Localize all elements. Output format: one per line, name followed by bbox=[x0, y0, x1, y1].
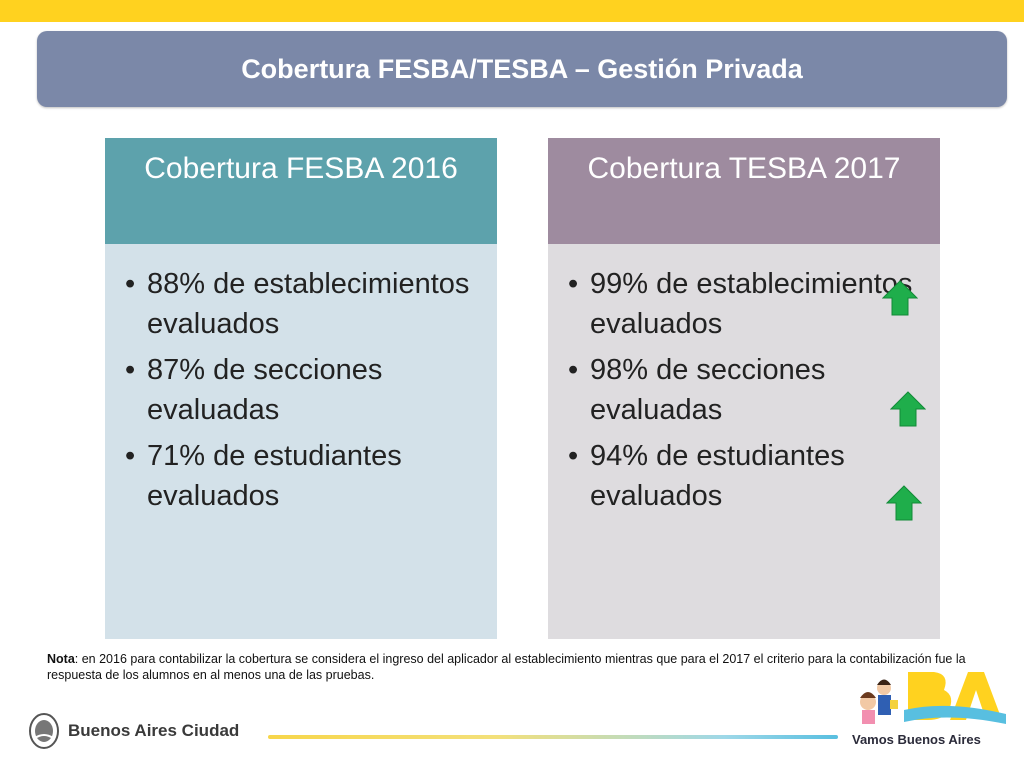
list-item: • 88% de establecimientos evaluados bbox=[125, 264, 475, 344]
list-item: • 94% de estudiantes evaluados bbox=[568, 436, 918, 516]
up-arrow-icon bbox=[882, 280, 918, 316]
city-logo: Buenos Aires Ciudad bbox=[28, 712, 239, 750]
list-item-text: 98% de secciones evaluadas bbox=[590, 354, 826, 426]
card-heading: Cobertura FESBA 2016 bbox=[105, 138, 497, 244]
card-heading: Cobertura TESBA 2017 bbox=[548, 138, 940, 244]
top-accent-bar bbox=[0, 0, 1024, 22]
brand-caption: Vamos Buenos Aires bbox=[852, 732, 981, 747]
bullet-list: • 99% de establecimientos evaluados • 98% … bbox=[568, 264, 918, 522]
list-item-text: 71% de estudiantes evaluados bbox=[147, 440, 402, 512]
bullet-dot: • bbox=[125, 354, 136, 386]
list-item: • 98% de secciones evaluadas bbox=[568, 350, 918, 430]
bullet-dot: • bbox=[125, 440, 136, 472]
ba-brand-logo bbox=[860, 672, 1006, 724]
list-item-text: 99% de establecimientos evaluados bbox=[590, 268, 913, 340]
footnote-text: : en 2016 para contabilizar la cobertura… bbox=[47, 652, 966, 682]
city-logo-text: Buenos Aires Ciudad bbox=[68, 721, 240, 740]
card-tesba-2017: Cobertura TESBA 2017 • 99% de establecimi… bbox=[548, 138, 940, 639]
bullet-dot: • bbox=[568, 268, 579, 300]
footnote: Nota: en 2016 para contabilizar la cober… bbox=[47, 651, 977, 683]
list-item: • 87% de secciones evaluadas bbox=[125, 350, 475, 430]
footnote-label: Nota bbox=[47, 652, 75, 666]
city-crest-icon bbox=[29, 713, 59, 749]
footer-divider bbox=[268, 735, 838, 739]
up-arrow-icon bbox=[890, 391, 926, 427]
list-item: • 99% de establecimientos evaluados bbox=[568, 264, 918, 344]
title-banner: Cobertura FESBA/TESBA – Gestión Privada bbox=[37, 31, 1007, 107]
slide-title: Cobertura FESBA/TESBA – Gestión Privada bbox=[241, 53, 803, 84]
list-item: • 71% de estudiantes evaluados bbox=[125, 436, 475, 516]
up-arrow-icon bbox=[886, 485, 922, 521]
list-item-text: 87% de secciones evaluadas bbox=[147, 354, 383, 426]
list-item-text: 94% de estudiantes evaluados bbox=[590, 440, 845, 512]
bullet-dot: • bbox=[568, 354, 579, 386]
bullet-list: • 88% de establecimientos evaluados • 87% … bbox=[125, 264, 475, 522]
list-item-text: 88% de establecimientos evaluados bbox=[147, 268, 470, 340]
bullet-dot: • bbox=[125, 268, 136, 300]
bullet-dot: • bbox=[568, 440, 579, 472]
card-fesba-2016: Cobertura FESBA 2016 • 88% de establecimi… bbox=[105, 138, 497, 639]
